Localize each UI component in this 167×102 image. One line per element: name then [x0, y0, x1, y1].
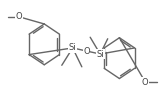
- Text: O: O: [83, 47, 90, 55]
- Text: Si: Si: [69, 43, 76, 52]
- Text: O: O: [16, 12, 23, 21]
- Text: Si: Si: [96, 50, 104, 59]
- Text: O: O: [142, 78, 149, 87]
